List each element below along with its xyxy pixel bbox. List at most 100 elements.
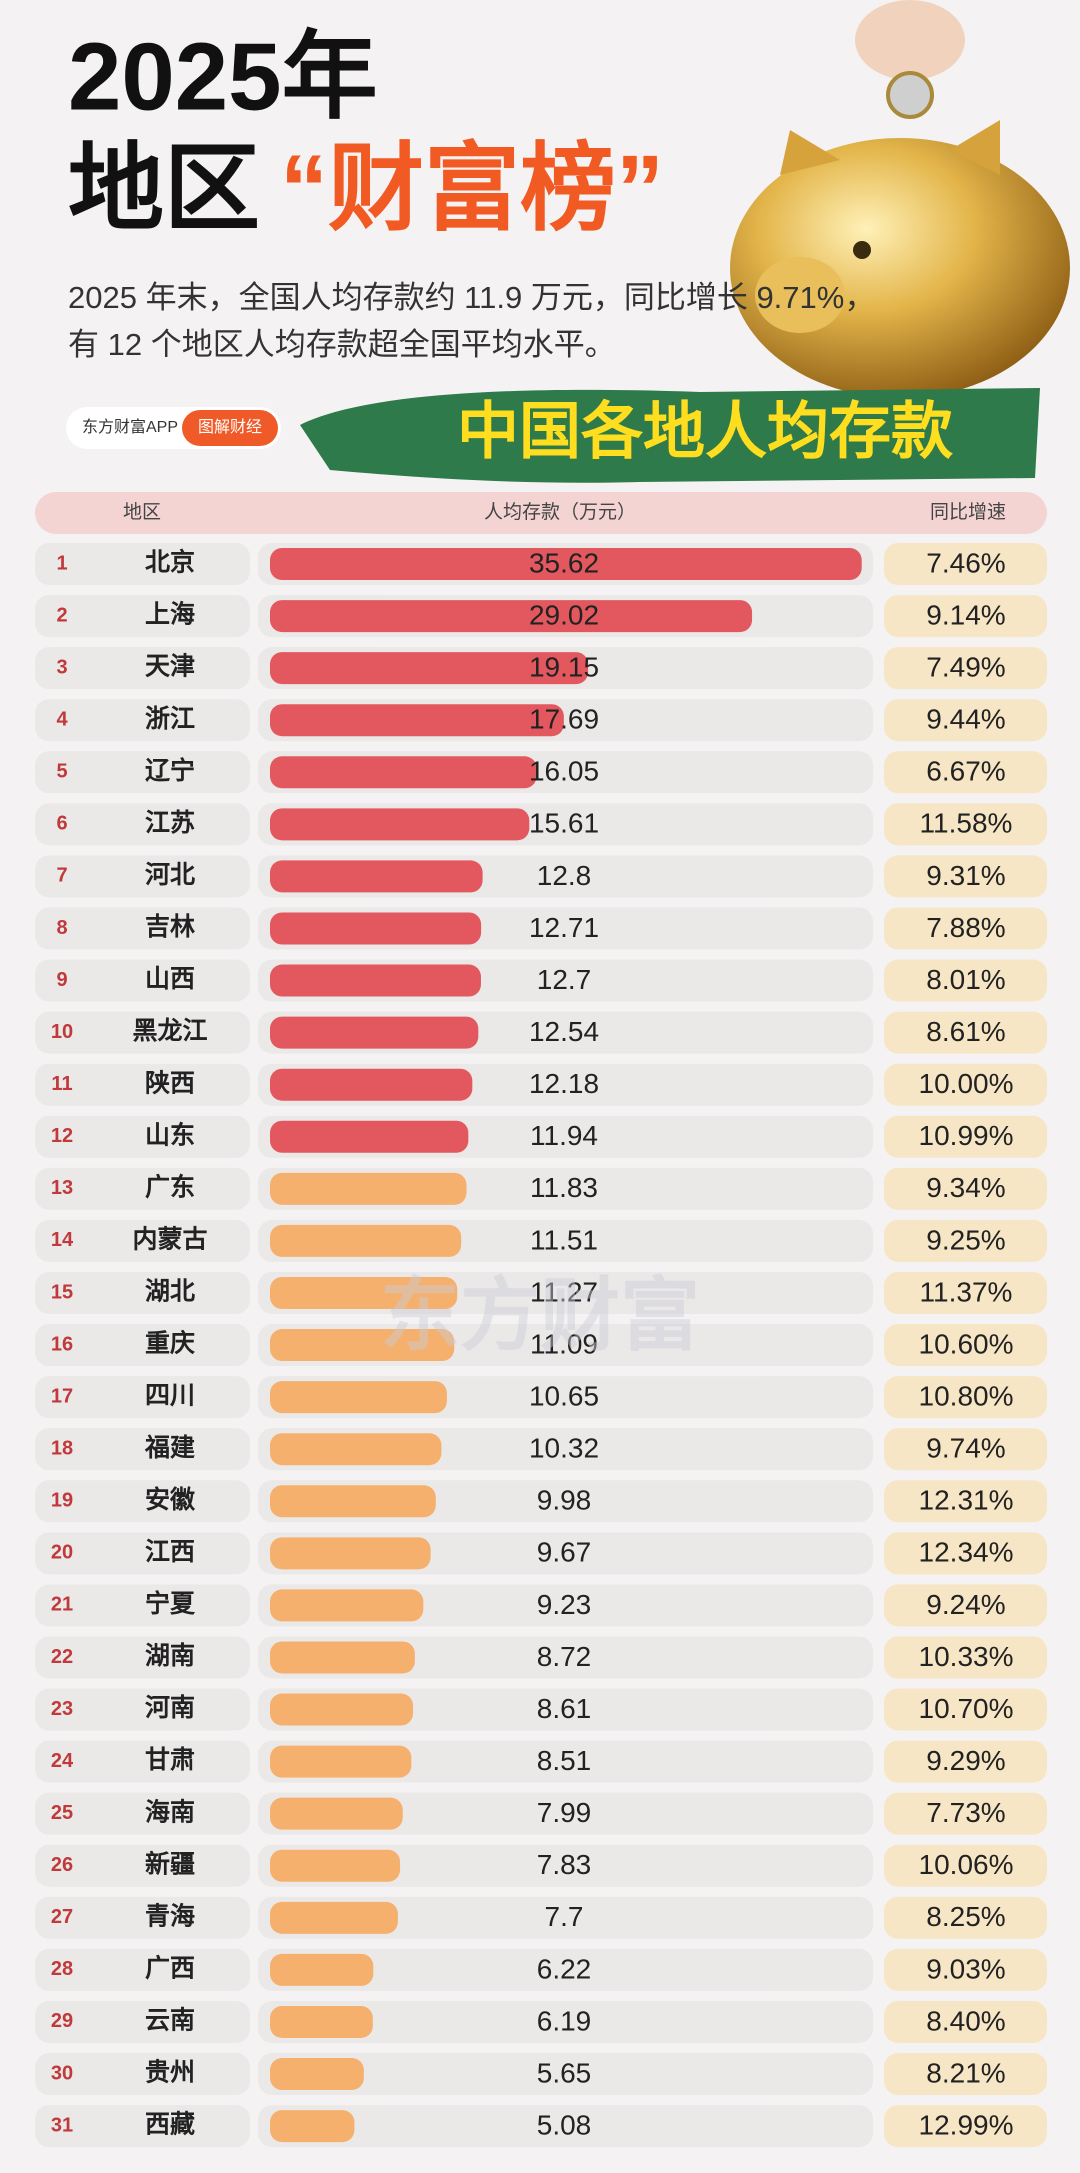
row-background: [35, 907, 250, 950]
row-background: [35, 1428, 250, 1471]
brush-banner: [300, 388, 1040, 483]
region: 江苏: [145, 809, 195, 837]
bar: [270, 1016, 479, 1049]
value-label: 11.94: [530, 1120, 598, 1151]
row-background: [35, 1636, 250, 1679]
rank: 12: [51, 1125, 73, 1147]
rank: 29: [51, 2010, 73, 2032]
growth-label: 8.61%: [926, 1016, 1005, 1047]
growth-cell: [884, 1636, 1047, 1679]
growth-label: 10.06%: [919, 1849, 1014, 1880]
button[interactable]: [182, 410, 278, 446]
value-label: 9.23: [537, 1589, 592, 1620]
bar: [270, 1068, 473, 1101]
bar: [270, 1641, 415, 1674]
value-label: 12.8: [537, 860, 592, 891]
row-background: [35, 1376, 250, 1419]
bar: [270, 548, 862, 580]
growth-cell: [884, 1896, 1047, 1939]
value-label: 12.7: [537, 964, 592, 995]
row-background: [35, 1948, 250, 1991]
growth-cell: [884, 1011, 1047, 1054]
growth-cell: [884, 959, 1047, 1002]
bar: [270, 1224, 462, 1257]
growth-label: 9.24%: [926, 1589, 1005, 1620]
growth-label: 12.34%: [919, 1537, 1014, 1568]
rank: 1: [56, 552, 67, 574]
bar: [270, 1329, 455, 1362]
rank: 23: [51, 1698, 73, 1720]
region: 内蒙古: [132, 1226, 207, 1254]
growth-label: 12.99%: [919, 2109, 1014, 2140]
bar: [270, 600, 753, 633]
growth-cell: [884, 1115, 1047, 1158]
region: 上海: [145, 600, 195, 629]
region: 辽宁: [145, 756, 195, 785]
growth-label: 10.60%: [919, 1328, 1014, 1359]
bar-track: [258, 2105, 873, 2148]
growth-cell: [884, 2105, 1047, 2148]
rank: 26: [51, 1854, 73, 1876]
growth-cell: [884, 1948, 1047, 1991]
value-label: 8.61: [537, 1693, 592, 1724]
growth-cell: [884, 595, 1047, 638]
value-label: 9.67: [537, 1537, 592, 1568]
row-background: [35, 1792, 250, 1835]
rank: 3: [56, 656, 67, 678]
bar: [270, 1433, 442, 1466]
row-background: [35, 803, 250, 846]
rank: 4: [56, 708, 68, 730]
growth-label: 12.31%: [919, 1485, 1014, 1516]
watermark: 东方财富: [380, 1271, 700, 1360]
growth-label: 9.25%: [926, 1224, 1005, 1255]
value-label: 11.83: [530, 1172, 598, 1203]
row-background: [35, 1584, 250, 1627]
growth-cell: [884, 1532, 1047, 1575]
button-label[interactable]: 图解财经: [198, 418, 262, 436]
value-label: 5.08: [537, 2109, 592, 2140]
region: 湖南: [145, 1642, 195, 1670]
brand: 东方财富APP: [82, 418, 178, 436]
bar: [270, 1172, 467, 1205]
value-label: 29.02: [529, 599, 599, 630]
region: 浙江: [145, 705, 195, 733]
bar: [270, 1120, 469, 1153]
growth-cell: [884, 699, 1047, 742]
value-label: 8.51: [537, 1745, 592, 1776]
growth-cell: [884, 543, 1047, 585]
row-background: [35, 2000, 250, 2043]
growth-cell: [884, 647, 1047, 690]
rank: 18: [51, 1437, 73, 1459]
region: 湖北: [145, 1278, 195, 1306]
rank: 20: [51, 1542, 73, 1564]
column-header: 地区: [123, 501, 161, 523]
bar: [270, 964, 481, 997]
region: 河南: [145, 1694, 195, 1722]
row-background: [35, 1688, 250, 1731]
region: 山西: [145, 965, 195, 993]
growth-cell: [884, 1376, 1047, 1419]
value-label: 17.69: [529, 704, 599, 735]
bar-track: [258, 1792, 873, 1835]
rank: 6: [56, 813, 67, 835]
region: 黑龙江: [132, 1017, 207, 1045]
growth-label: 7.88%: [926, 912, 1005, 943]
row-background: [35, 595, 250, 638]
row-background: [35, 543, 250, 585]
bar: [270, 1901, 398, 1934]
row-background: [35, 699, 250, 742]
region: 宁夏: [145, 1589, 196, 1618]
value-label: 7.99: [537, 1797, 592, 1828]
subtitle: 有 12 个地区人均存款超全国平均水平。: [68, 327, 616, 362]
growth-label: 9.34%: [926, 1172, 1005, 1203]
growth-cell: [884, 1428, 1047, 1471]
region: 江西: [145, 1538, 195, 1566]
rank: 24: [51, 1750, 74, 1772]
value-label: 12.71: [529, 912, 599, 943]
rank: 10: [51, 1021, 73, 1043]
rank: 21: [51, 1594, 73, 1616]
rank: 15: [51, 1281, 73, 1303]
growth-label: 10.99%: [919, 1120, 1014, 1151]
value-label: 10.32: [529, 1433, 599, 1464]
rank: 11: [51, 1073, 72, 1095]
